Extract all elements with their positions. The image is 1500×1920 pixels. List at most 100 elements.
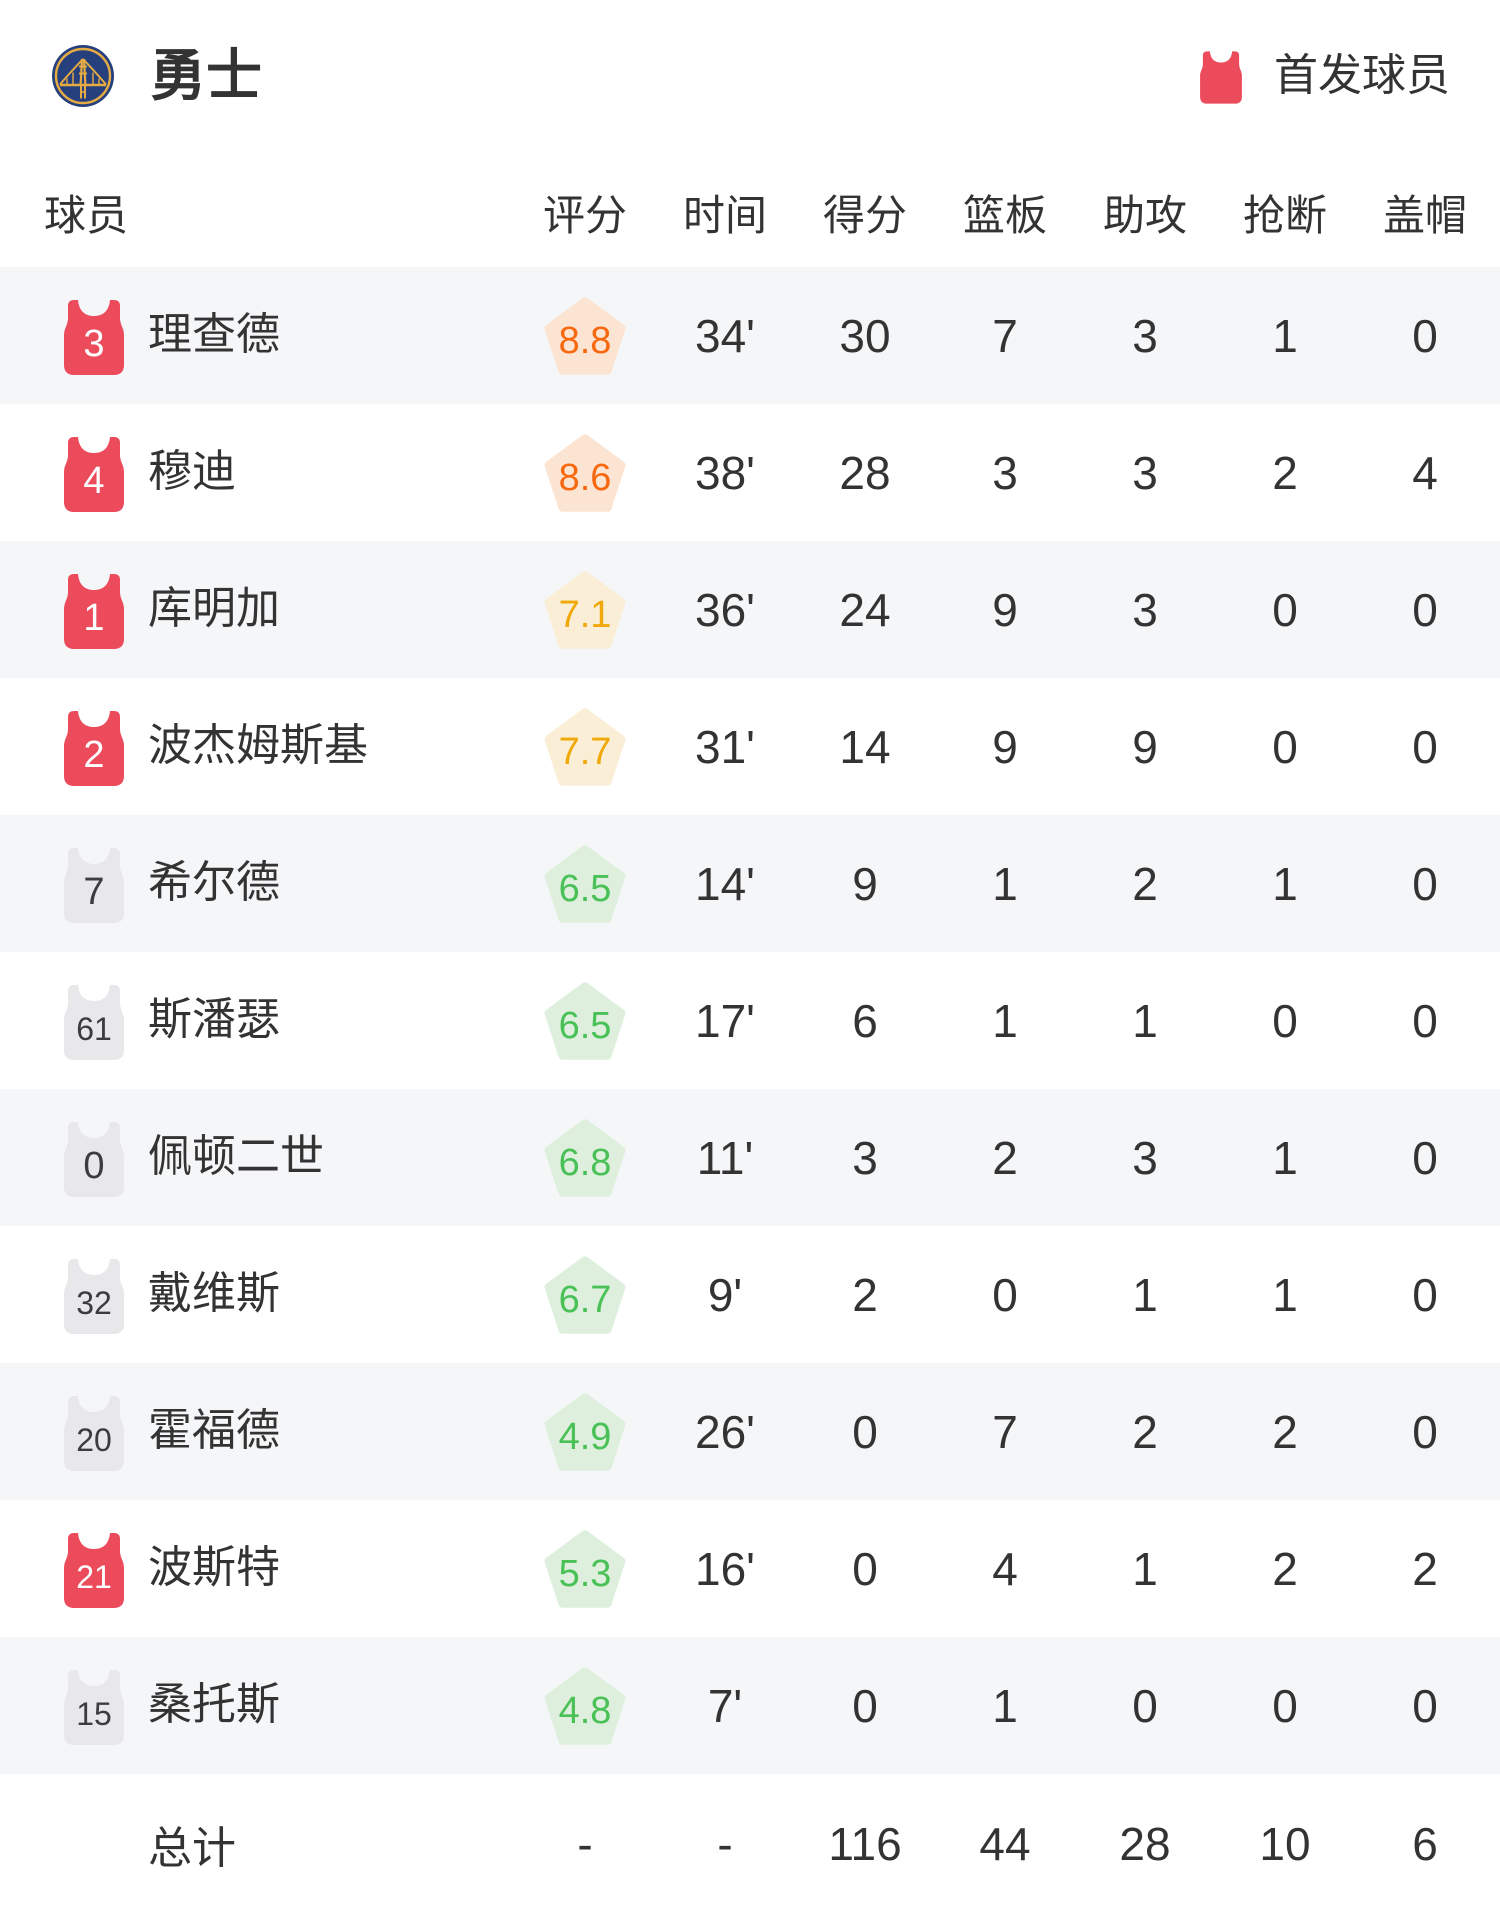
jersey-number: 4 bbox=[83, 460, 105, 503]
stat-time: 31' bbox=[695, 720, 755, 773]
pentagon-icon bbox=[544, 1529, 626, 1608]
player-name: 波杰姆斯基 bbox=[148, 721, 368, 771]
rating-value: 8.8 bbox=[558, 319, 612, 362]
pentagon-icon bbox=[544, 570, 626, 649]
player-name: 桑托斯 bbox=[148, 1680, 280, 1730]
rating-badge: 8.8 bbox=[542, 294, 628, 378]
rating-value: 5.3 bbox=[558, 1552, 612, 1595]
player-row[interactable]: 2 波杰姆斯基 7.7 31' 14 9 9 0 0 bbox=[0, 678, 1500, 815]
stat-assists: 0 bbox=[1132, 1679, 1158, 1732]
stat-points: 28 bbox=[839, 446, 891, 499]
total-row: 总计 - - 116 44 28 10 6 bbox=[0, 1774, 1500, 1914]
stat-blocks: 0 bbox=[1412, 1679, 1438, 1732]
team-name: 勇士 bbox=[150, 44, 262, 107]
player-row[interactable]: 1 库明加 7.1 36' 24 9 3 0 0 bbox=[0, 541, 1500, 678]
stat-assists: 3 bbox=[1132, 446, 1158, 499]
stat-steals: 0 bbox=[1272, 994, 1298, 1047]
stat-points: 30 bbox=[839, 309, 891, 362]
stat-assists: 3 bbox=[1132, 1131, 1158, 1184]
total-points: 116 bbox=[828, 1818, 902, 1870]
col-header-blocks: 盖帽 bbox=[1382, 192, 1467, 239]
player-name: 穆迪 bbox=[148, 447, 236, 497]
stat-rebounds: 2 bbox=[992, 1131, 1018, 1184]
starter-legend-label: 首发球员 bbox=[1274, 51, 1450, 100]
player-row[interactable]: 4 穆迪 8.6 38' 28 3 3 2 4 bbox=[0, 404, 1500, 541]
pentagon-icon bbox=[544, 707, 626, 786]
jersey-number: 7 bbox=[83, 871, 105, 914]
jersey-icon: 21 bbox=[61, 1530, 127, 1608]
stat-time: 16' bbox=[695, 1542, 755, 1595]
stat-time: 38' bbox=[695, 446, 755, 499]
player-name: 戴维斯 bbox=[148, 1269, 280, 1319]
stat-assists: 3 bbox=[1132, 583, 1158, 636]
rating-value: 4.8 bbox=[558, 1689, 612, 1732]
player-row[interactable]: 0 佩顿二世 6.8 11' 3 2 3 1 0 bbox=[0, 1089, 1500, 1226]
stat-points: 9 bbox=[852, 857, 878, 910]
stat-assists: 1 bbox=[1132, 994, 1158, 1047]
table-header-row: 球员 评分 时间 得分 篮板 助攻 抢断 盖帽 bbox=[0, 116, 1500, 267]
rating-badge: 5.3 bbox=[542, 1527, 628, 1611]
stat-points: 2 bbox=[852, 1268, 878, 1321]
stat-steals: 2 bbox=[1272, 446, 1298, 499]
stat-time: 36' bbox=[695, 583, 755, 636]
player-row[interactable]: 15 桑托斯 4.8 7' 0 1 0 0 0 bbox=[0, 1637, 1500, 1774]
stat-rebounds: 7 bbox=[992, 309, 1018, 362]
jersey-icon: 32 bbox=[61, 1256, 127, 1334]
total-label: 总计 bbox=[148, 1824, 236, 1873]
pentagon-icon bbox=[544, 1666, 626, 1745]
rating-badge: 6.5 bbox=[542, 842, 628, 926]
stat-points: 0 bbox=[852, 1405, 878, 1458]
stat-blocks: 0 bbox=[1412, 1405, 1438, 1458]
stat-time: 14' bbox=[695, 857, 755, 910]
total-steals: 10 bbox=[1259, 1818, 1311, 1870]
rating-value: 6.7 bbox=[558, 1278, 612, 1321]
jersey-number: 61 bbox=[76, 1011, 112, 1048]
stat-assists: 1 bbox=[1132, 1268, 1158, 1321]
stat-steals: 1 bbox=[1272, 1131, 1298, 1184]
stat-blocks: 0 bbox=[1412, 309, 1438, 362]
pentagon-icon bbox=[544, 433, 626, 512]
stat-assists: 3 bbox=[1132, 309, 1158, 362]
stat-points: 24 bbox=[839, 583, 891, 636]
stat-time: 17' bbox=[695, 994, 755, 1047]
col-header-assists: 助攻 bbox=[1102, 192, 1187, 239]
stat-rebounds: 1 bbox=[992, 994, 1018, 1047]
jersey-icon: 3 bbox=[61, 297, 127, 375]
players-table: 3 理查德 8.8 34' 30 7 3 1 0 4 穆迪 bbox=[0, 267, 1500, 1774]
stat-blocks: 0 bbox=[1412, 994, 1438, 1047]
team-header: 勇士 首发球员 bbox=[0, 0, 1500, 116]
pentagon-icon bbox=[544, 981, 626, 1060]
col-header-time: 时间 bbox=[682, 192, 767, 239]
rating-value: 7.1 bbox=[558, 593, 612, 636]
stat-blocks: 0 bbox=[1412, 857, 1438, 910]
player-name: 理查德 bbox=[148, 310, 280, 360]
total-time: - bbox=[717, 1818, 733, 1870]
stat-blocks: 0 bbox=[1412, 583, 1438, 636]
stat-rebounds: 9 bbox=[992, 720, 1018, 773]
stat-time: 7' bbox=[707, 1679, 743, 1732]
player-row[interactable]: 61 斯潘瑟 6.5 17' 6 1 1 0 0 bbox=[0, 952, 1500, 1089]
jersey-icon: 1 bbox=[61, 571, 127, 649]
player-row[interactable]: 32 戴维斯 6.7 9' 2 0 1 1 0 bbox=[0, 1226, 1500, 1363]
stat-steals: 1 bbox=[1272, 857, 1298, 910]
player-row[interactable]: 7 希尔德 6.5 14' 9 1 2 1 0 bbox=[0, 815, 1500, 952]
player-name: 希尔德 bbox=[148, 858, 280, 908]
rating-badge: 7.1 bbox=[542, 568, 628, 652]
jersey-number: 0 bbox=[83, 1145, 105, 1188]
stat-blocks: 0 bbox=[1412, 1268, 1438, 1321]
total-rating: - bbox=[577, 1818, 593, 1870]
stat-blocks: 0 bbox=[1412, 1131, 1438, 1184]
total-blocks: 6 bbox=[1412, 1818, 1438, 1870]
player-row[interactable]: 3 理查德 8.8 34' 30 7 3 1 0 bbox=[0, 267, 1500, 404]
player-row[interactable]: 20 霍福德 4.9 26' 0 7 2 2 0 bbox=[0, 1363, 1500, 1500]
jersey-number: 21 bbox=[76, 1559, 112, 1596]
stat-rebounds: 3 bbox=[992, 446, 1018, 499]
stat-time: 9' bbox=[707, 1268, 743, 1321]
stat-assists: 2 bbox=[1132, 1405, 1158, 1458]
player-name: 霍福德 bbox=[148, 1406, 280, 1456]
player-row[interactable]: 21 波斯特 5.3 16' 0 4 1 2 2 bbox=[0, 1500, 1500, 1637]
player-name: 波斯特 bbox=[148, 1543, 280, 1593]
stat-rebounds: 1 bbox=[992, 857, 1018, 910]
stat-assists: 9 bbox=[1132, 720, 1158, 773]
